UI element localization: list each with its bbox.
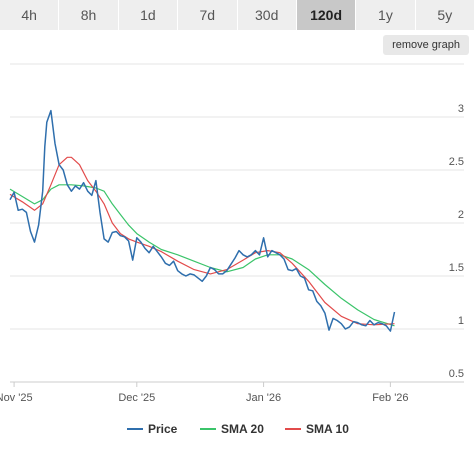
- legend-label[interactable]: SMA 10: [306, 422, 349, 436]
- y-tick-label: 1.5: [449, 262, 464, 274]
- y-tick-label: 2.5: [449, 156, 464, 168]
- x-axis-ticks: Nov '25 Dec '25 Jan '26 Feb '26: [0, 382, 409, 404]
- tab-8h[interactable]: 8h: [59, 0, 119, 30]
- tab-7d[interactable]: 7d: [178, 0, 238, 30]
- y-tick-label: 2: [458, 209, 464, 221]
- tab-1d[interactable]: 1d: [119, 0, 179, 30]
- y-axis-ticks: 0.5 1 1.5 2 2.5 3: [449, 103, 464, 380]
- series-line-sma-10: [9, 156, 395, 326]
- y-tick-label: 3: [458, 103, 464, 115]
- x-tick-label: Nov '25: [0, 392, 33, 404]
- legend-label[interactable]: SMA 20: [221, 422, 264, 436]
- tab-5y[interactable]: 5y: [437, 7, 453, 23]
- y-tick-label: 0.5: [449, 368, 464, 380]
- series-line-price: [9, 109, 396, 332]
- tab-30d[interactable]: 30d: [238, 0, 297, 30]
- series-lines: [9, 109, 396, 332]
- tab-1y[interactable]: 1y: [356, 0, 416, 30]
- timeframe-tabs: 4h 8h 1d 7d 30d 120d 1y 5y: [0, 0, 474, 30]
- chart-legend: Price SMA 20 SMA 10: [127, 422, 349, 436]
- x-tick-label: Jan '26: [246, 392, 281, 404]
- x-tick-label: Dec '25: [118, 392, 155, 404]
- legend-label[interactable]: Price: [148, 422, 178, 436]
- series-line-sma-20: [9, 184, 395, 327]
- remove-graph-button[interactable]: remove graph: [383, 35, 469, 55]
- grid-lines: [10, 63, 464, 383]
- tab-4h[interactable]: 4h: [0, 0, 60, 30]
- price-chart: 0.5 1 1.5 2 2.5 3 Nov '25 Dec '25 Jan '26 Feb '2…: [0, 63, 464, 436]
- x-tick-label: Feb '26: [372, 392, 408, 404]
- tab-120d[interactable]: 120d: [296, 0, 357, 30]
- y-tick-label: 1: [458, 315, 464, 327]
